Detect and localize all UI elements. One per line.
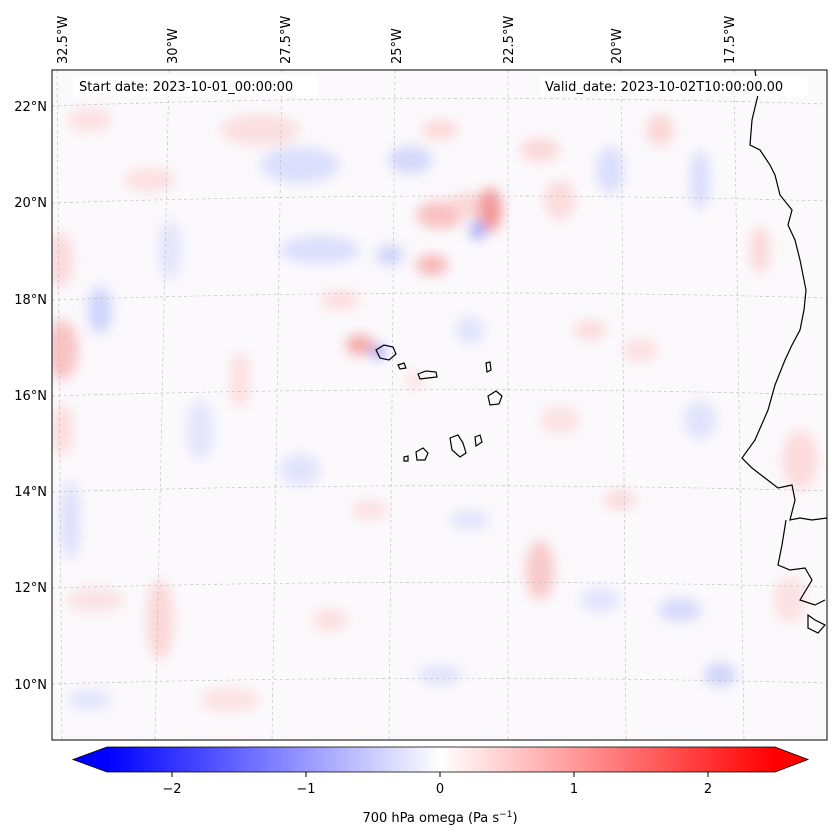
lat-tick-label: 14°N xyxy=(14,485,47,500)
island-sao-vicente xyxy=(397,362,407,370)
start-date-label: Start date: 2023-10-01_00:00:00 xyxy=(79,80,293,95)
valid-date-label: Valid_date: 2023-10-02T10:00:00.00 xyxy=(545,80,783,95)
colorbar-extend-high xyxy=(775,747,808,772)
colorbar-extend-low xyxy=(73,747,107,772)
lon-tick-label: 17.5°W xyxy=(723,16,738,64)
colorbar-tick-label: 2 xyxy=(704,782,712,797)
map-frame xyxy=(51,69,828,741)
lat-tick-label: 18°N xyxy=(14,293,47,308)
island-boa-vista xyxy=(487,390,503,406)
lon-tick-label: 30°W xyxy=(166,28,181,64)
island-santiago xyxy=(449,434,467,458)
colorbar-tick-label: 1 xyxy=(570,782,578,797)
african-coastline xyxy=(741,70,827,521)
lat-tick-label: 22°N xyxy=(14,100,47,115)
lat-tick-labels: 22°N 20°N 18°N 16°N 14°N 12°N 10°N xyxy=(14,100,47,693)
colorbar-title-exponent: −1 xyxy=(499,810,512,820)
colorbar-title-close: ) xyxy=(512,811,517,826)
colorbar-tick-label: −2 xyxy=(162,782,181,797)
lat-tick-label: 12°N xyxy=(14,581,47,596)
omega-field xyxy=(52,108,818,712)
lon-tick-label: 32.5°W xyxy=(56,16,71,64)
lat-tick-label: 10°N xyxy=(14,678,47,693)
island-sao-nicolau xyxy=(417,370,438,380)
start-date-box xyxy=(73,76,318,96)
lon-tick-labels: 32.5°W 30°W 27.5°W 25°W 22.5°W 20°W 17.5… xyxy=(56,16,738,64)
colorbar-ticks xyxy=(171,772,709,777)
lon-tick-label: 22.5°W xyxy=(502,16,517,64)
colorbar: −2 −1 0 1 2 700 hPa omega (Pa s−1) xyxy=(71,746,810,826)
gridlines xyxy=(52,70,827,740)
island-fogo xyxy=(415,447,429,461)
lon-tick-label: 27.5°W xyxy=(279,16,294,64)
colorbar-title: 700 hPa omega (Pa s−1) xyxy=(362,810,517,826)
lon-tick-label: 20°W xyxy=(610,28,625,64)
island-maio xyxy=(474,434,483,448)
lon-tick-label: 25°W xyxy=(390,28,405,64)
colorbar-body xyxy=(107,747,775,772)
colorbar-tick-label: 0 xyxy=(436,782,444,797)
colorbar-tick-label: −1 xyxy=(296,782,315,797)
colorbar-outline xyxy=(71,746,810,773)
lat-tick-label: 16°N xyxy=(14,389,47,404)
island-sal xyxy=(485,361,492,373)
island-santo-antao xyxy=(375,344,397,361)
colorbar-title-main: 700 hPa omega (Pa s xyxy=(362,811,499,826)
lat-tick-label: 20°N xyxy=(14,196,47,211)
valid-date-box xyxy=(540,76,808,96)
island-brava xyxy=(403,455,409,462)
coastlines xyxy=(375,70,827,634)
